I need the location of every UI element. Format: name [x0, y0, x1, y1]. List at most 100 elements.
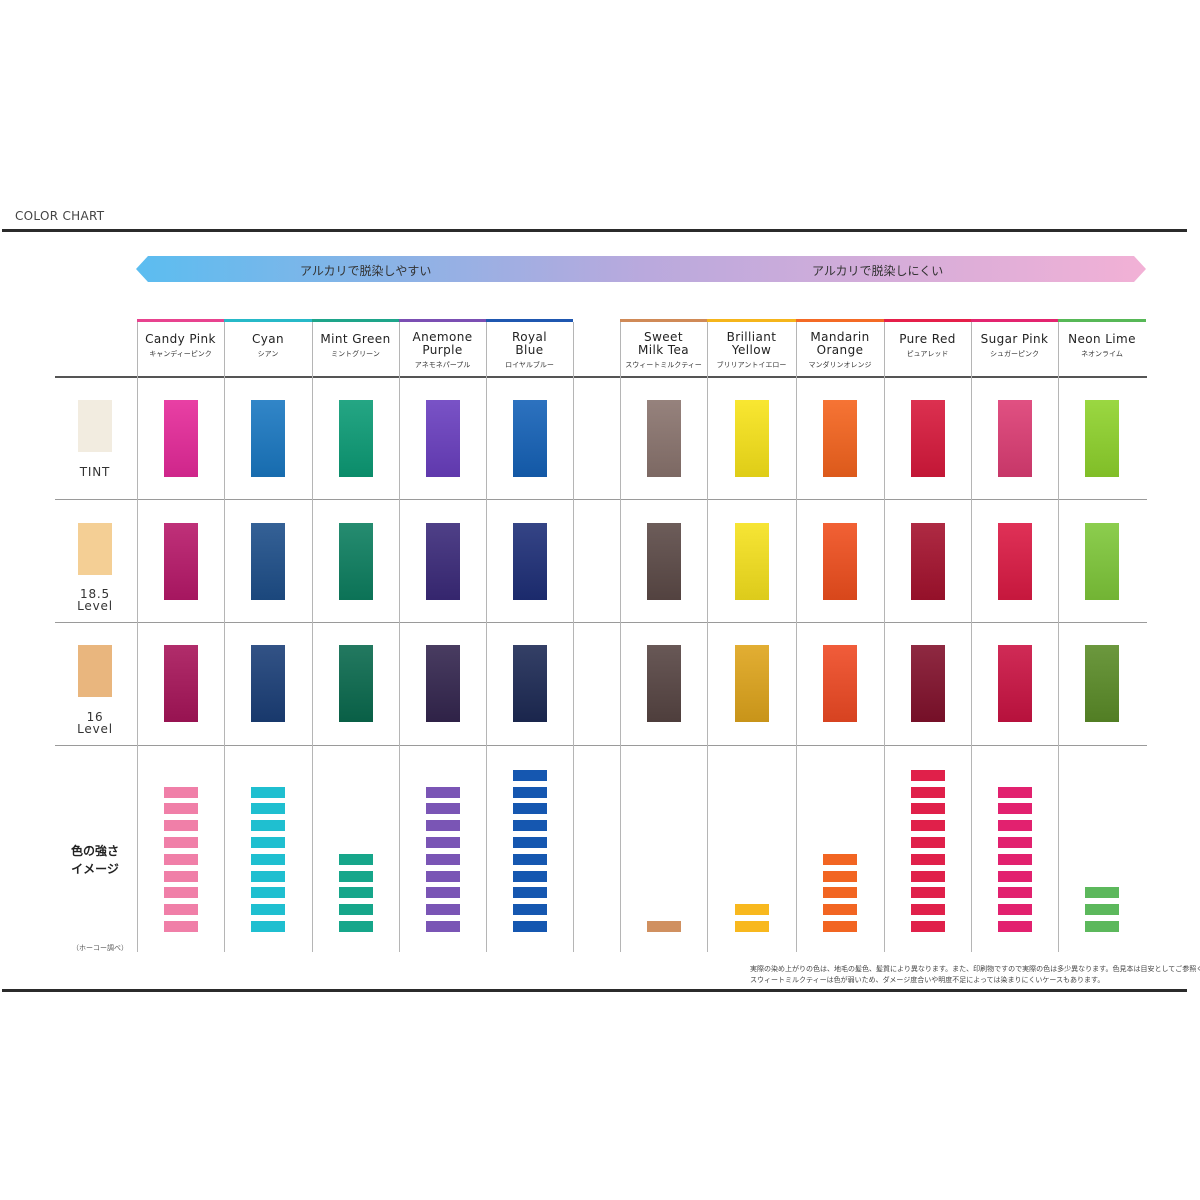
intensity-block: [998, 787, 1032, 798]
row-label-tint: TINT: [79, 465, 111, 479]
intensity-block: [339, 904, 373, 915]
intensity-block: [513, 803, 547, 814]
color-name: Neon Lime: [1068, 332, 1136, 346]
color-name-jp: シアン: [257, 350, 279, 358]
dyed-hair-swatch: [426, 523, 460, 600]
column-divider: [707, 322, 708, 952]
intensity-block: [251, 820, 285, 831]
color-name: Sweet Milk Tea: [637, 330, 689, 357]
intensity-block: [998, 837, 1032, 848]
intensity-block: [998, 921, 1032, 932]
dyed-hair-swatch: [647, 400, 681, 477]
column-accent-bar: [971, 319, 1058, 322]
column-header: Brilliant Yellow ブリリアントイエロー: [707, 322, 796, 376]
intensity-block: [513, 770, 547, 781]
intensity-block: [251, 887, 285, 898]
row-divider: [55, 622, 1147, 623]
intensity-block: [998, 854, 1032, 865]
dyed-hair-swatch: [823, 523, 857, 600]
column-header: Sugar Pink シュガーピンク: [971, 322, 1058, 376]
top-rule: [2, 229, 1187, 232]
color-name-jp: キャンディーピンク: [149, 350, 212, 358]
dyed-hair-swatch: [911, 645, 945, 722]
intensity-block: [513, 871, 547, 882]
arrow-label-easy: アルカリで脱染しやすい: [300, 264, 432, 278]
intensity-block: [426, 871, 460, 882]
source-note: （ホーコー調べ）: [72, 944, 128, 952]
page-title: COLOR CHART: [15, 209, 105, 223]
footnote-line: スウィートミルクティーは色が弱いため、ダメージ度合いや明度不足によっては染まりに…: [750, 976, 1105, 984]
column-divider: [796, 322, 797, 952]
color-name: Royal Blue: [512, 330, 547, 357]
intensity-block: [735, 904, 769, 915]
column-divider: [884, 322, 885, 952]
color-name: Mint Green: [320, 332, 391, 346]
alkali-direction-arrow: [136, 256, 1146, 282]
color-name: Cyan: [251, 332, 285, 346]
column-divider: [1058, 322, 1059, 952]
intensity-block: [998, 904, 1032, 915]
intensity-block: [998, 887, 1032, 898]
intensity-block: [823, 887, 857, 898]
column-header: Mandarin Orange マンダリンオレンジ: [796, 322, 884, 376]
dyed-hair-swatch: [164, 400, 198, 477]
intensity-block: [513, 837, 547, 848]
dyed-hair-swatch: [164, 645, 198, 722]
dyed-hair-swatch: [1085, 523, 1119, 600]
intensity-block: [251, 854, 285, 865]
row-label-18-5-level: 18.5 Level: [77, 587, 113, 613]
intensity-block: [339, 887, 373, 898]
dyed-hair-swatch: [998, 645, 1032, 722]
color-name-jp: ミントグリーン: [331, 350, 380, 358]
column-header: Royal Blue ロイヤルブルー: [486, 322, 573, 376]
base-hair-swatch: [78, 523, 112, 575]
dyed-hair-swatch: [998, 400, 1032, 477]
column-accent-bar: [1058, 319, 1146, 322]
row-divider: [55, 499, 1147, 500]
color-name: Brilliant Yellow: [726, 330, 777, 357]
dyed-hair-swatch: [164, 523, 198, 600]
column-accent-bar: [399, 319, 486, 322]
intensity-block: [426, 904, 460, 915]
dyed-hair-swatch: [426, 400, 460, 477]
column-divider: [137, 322, 138, 952]
column-divider: [486, 322, 487, 952]
color-name-jp: アネモネパープル: [414, 361, 471, 369]
intensity-block: [998, 803, 1032, 814]
column-divider: [224, 322, 225, 952]
dyed-hair-swatch: [647, 523, 681, 600]
intensity-block: [426, 921, 460, 932]
intensity-block: [426, 803, 460, 814]
column-divider: [573, 322, 574, 952]
intensity-block: [1085, 904, 1119, 915]
row-label-intensity: 色の強さ イメージ: [70, 844, 119, 876]
dyed-hair-swatch: [1085, 645, 1119, 722]
footnote-line: 実際の染め上がりの色は、地毛の髪色、髪質により異なります。また、印刷物ですので実…: [750, 965, 1200, 973]
intensity-block: [164, 787, 198, 798]
intensity-block: [339, 871, 373, 882]
intensity-block: [1085, 921, 1119, 932]
intensity-block: [251, 803, 285, 814]
column-header: Candy Pink キャンディーピンク: [137, 322, 224, 376]
arrow-label-hard: アルカリで脱染しにくい: [812, 264, 944, 278]
intensity-block: [164, 837, 198, 848]
column-accent-bar: [796, 319, 884, 322]
dyed-hair-swatch: [251, 400, 285, 477]
dyed-hair-swatch: [911, 400, 945, 477]
intensity-block: [426, 854, 460, 865]
intensity-block: [164, 871, 198, 882]
dyed-hair-swatch: [1085, 400, 1119, 477]
intensity-block: [251, 787, 285, 798]
dyed-hair-swatch: [251, 523, 285, 600]
dyed-hair-swatch: [823, 645, 857, 722]
intensity-block: [911, 921, 945, 932]
color-name-jp: マンダリンオレンジ: [808, 361, 872, 369]
column-divider: [399, 322, 400, 952]
column-accent-bar: [224, 319, 312, 322]
column-accent-bar: [884, 319, 971, 322]
intensity-block: [998, 871, 1032, 882]
dyed-hair-swatch: [513, 645, 547, 722]
color-name-jp: ネオンライム: [1081, 350, 1123, 358]
color-name: Sugar Pink: [980, 332, 1049, 346]
base-hair-swatch: [78, 400, 112, 452]
